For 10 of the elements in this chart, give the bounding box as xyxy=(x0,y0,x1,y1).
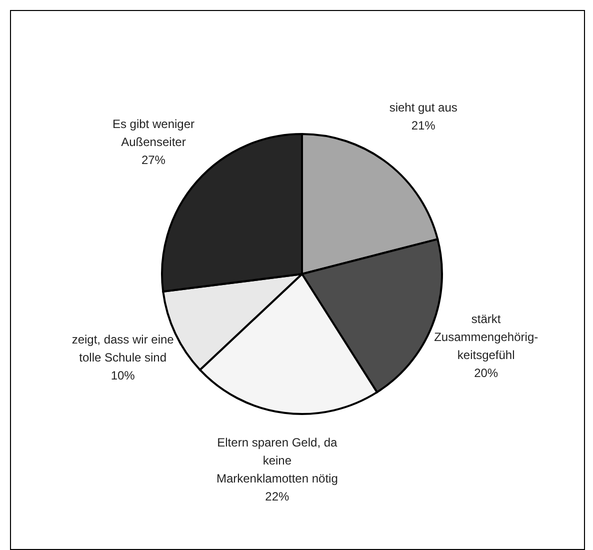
slice-label: sieht gut aus xyxy=(389,100,458,115)
data-label: 21% xyxy=(411,118,436,133)
data-label: 20% xyxy=(474,366,498,380)
slice-label: stärkt Zusammengehörig- keitsgefühl xyxy=(434,312,538,362)
slice-label: Eltern sparen Geld, da keine Markenklamotten nötig xyxy=(216,436,338,486)
data-label: 22% xyxy=(265,490,290,504)
data-label: 27% xyxy=(141,153,166,168)
slice-label: Es gibt weniger Außenseiter xyxy=(112,117,194,150)
data-label: 10% xyxy=(110,368,136,382)
slice-label: zeigt, dass wir eine tolle Schule sind xyxy=(72,332,174,364)
